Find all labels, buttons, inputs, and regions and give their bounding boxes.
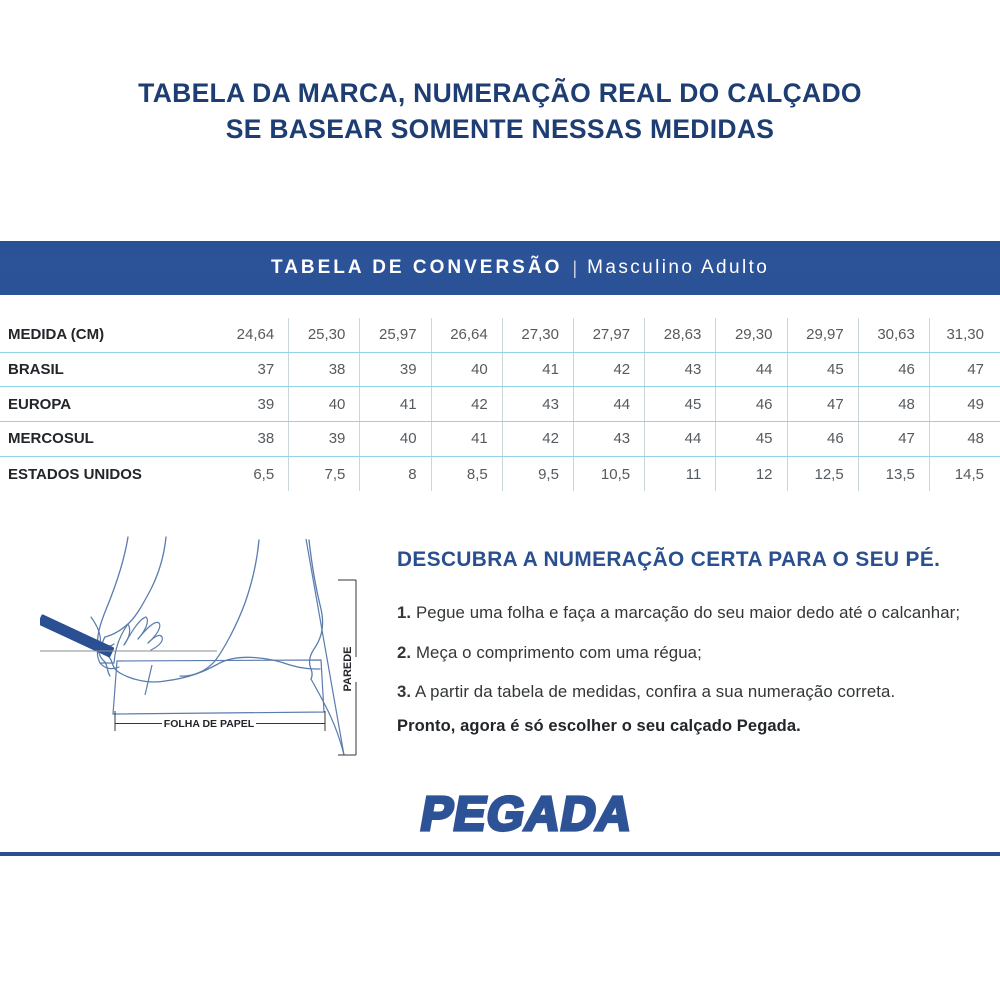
svg-text:PEGADA: PEGADA [417,787,638,841]
svg-text:PAREDE: PAREDE [342,646,354,691]
svg-text:FOLHA DE PAPEL: FOLHA DE PAPEL [164,718,255,730]
